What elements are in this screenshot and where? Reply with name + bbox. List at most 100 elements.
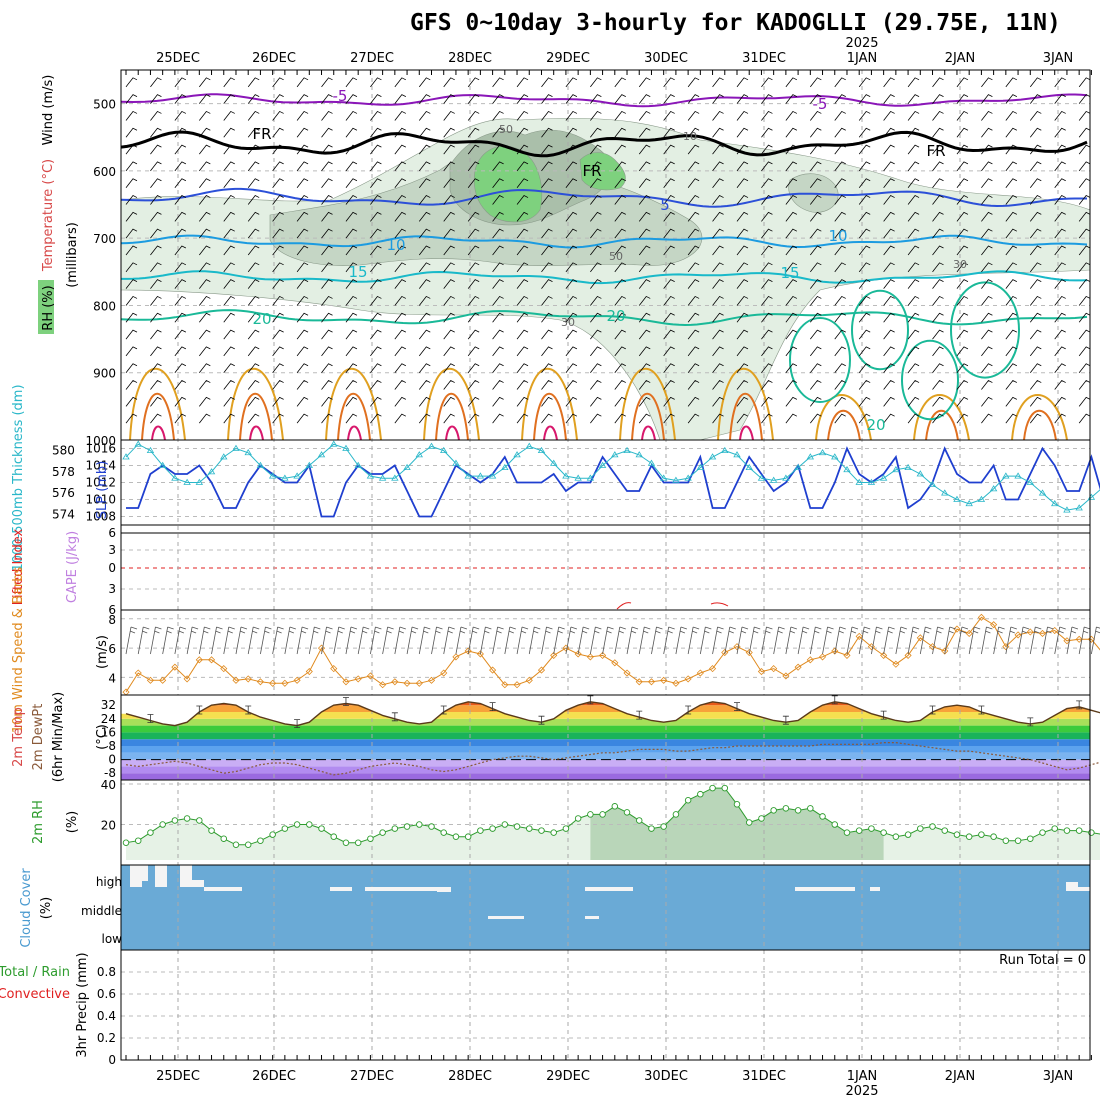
wind-barb	[418, 178, 431, 188]
wind-barb	[443, 195, 455, 205]
contour-label: 30	[561, 316, 575, 329]
tick-label: 700	[93, 232, 116, 246]
wind-barb	[956, 346, 969, 357]
wind10-barb	[761, 626, 773, 655]
wind-barb	[370, 312, 382, 323]
rh2m-marker	[232, 841, 240, 849]
wind-barb	[638, 396, 651, 407]
temp-band	[121, 752, 1090, 760]
wind-barb	[1005, 329, 1018, 340]
wind-barb	[247, 279, 260, 289]
tick-label: 1008	[85, 510, 116, 524]
wind-barb	[443, 161, 455, 172]
wind-barb	[736, 329, 749, 340]
wind-barb	[150, 363, 162, 373]
rh2m-marker	[538, 827, 545, 834]
wind-barb	[174, 295, 187, 306]
wind-barb	[1054, 346, 1066, 357]
thickness-marker	[1038, 489, 1047, 496]
wind-barb	[736, 77, 749, 88]
wind-barb	[492, 329, 504, 340]
wind-barb	[247, 110, 260, 121]
thickness-marker	[158, 461, 167, 468]
wind10-marker	[684, 675, 692, 683]
wind-barb	[810, 262, 822, 273]
wind10-barb	[687, 626, 700, 655]
wind-barb	[247, 413, 260, 424]
rh2m-unit-label: (%)	[65, 811, 80, 834]
wind-barb	[956, 94, 969, 104]
wind-barb	[712, 413, 724, 424]
wind-barb	[1054, 195, 1066, 205]
minmax-bar	[147, 714, 154, 723]
wind-barb	[883, 228, 895, 239]
contour-30	[239, 392, 273, 440]
wind-barb	[492, 245, 504, 256]
wind-barb	[565, 413, 578, 424]
rh2m-marker	[330, 833, 337, 840]
contour-30	[141, 392, 175, 440]
wind-barb	[541, 110, 553, 121]
wind-barb	[174, 195, 187, 205]
temp-band	[121, 739, 1090, 746]
wind10-marker	[220, 665, 228, 673]
wind-barb	[736, 295, 749, 306]
wind-barb	[638, 245, 651, 256]
wind-barb	[321, 94, 333, 104]
rh2m-marker	[587, 811, 594, 818]
wind-barb	[932, 127, 944, 138]
wind-barb	[932, 363, 944, 373]
wind-barb	[418, 396, 431, 407]
wind-barb	[174, 396, 187, 407]
contour-label: FR	[926, 142, 945, 160]
wind-barb	[174, 178, 187, 188]
wind-barb	[785, 228, 798, 239]
wind-barb	[174, 228, 187, 239]
rh2m-marker	[1014, 837, 1022, 844]
wind-barb	[858, 228, 871, 239]
wind-barb	[1078, 363, 1090, 373]
wind-barb	[590, 295, 602, 306]
wind-barb	[907, 161, 920, 172]
wind-barb	[492, 77, 504, 88]
wind-barb	[565, 94, 578, 104]
tick-label: 580	[52, 444, 75, 458]
wind-barb	[199, 262, 211, 273]
wind-barb	[614, 195, 626, 205]
wind-barb	[541, 279, 553, 289]
wind10-marker	[403, 679, 411, 687]
tick-label: low	[102, 932, 123, 946]
tick-label: 1014	[85, 459, 116, 473]
wind-barb	[223, 312, 235, 323]
wind-barb	[516, 245, 529, 256]
wind-barb	[394, 380, 407, 390]
contour-30	[1023, 409, 1057, 440]
temp-band	[121, 725, 1090, 733]
wind-barbs	[125, 77, 1090, 424]
wind10-barb	[1029, 626, 1042, 655]
wind-barb	[1005, 195, 1018, 205]
wind-barb	[810, 413, 822, 424]
wind-barb	[1054, 245, 1066, 256]
wind-barb	[712, 363, 724, 373]
temp-mask	[121, 695, 1100, 726]
wind-barb	[1029, 178, 1042, 188]
wind-barb	[761, 312, 773, 323]
wind-barb	[956, 77, 969, 88]
minmax-bar	[1076, 700, 1083, 710]
wind-barb	[541, 127, 553, 138]
wind-barb	[394, 127, 407, 138]
wind10-barb	[871, 626, 883, 655]
tick-label: 40	[101, 778, 116, 792]
wind-barb	[1005, 94, 1018, 104]
wind-barb	[565, 77, 578, 88]
wind-barb	[296, 77, 309, 88]
wind-barb	[370, 94, 382, 104]
rh2m-marker	[1027, 835, 1034, 842]
wind-barb	[638, 279, 651, 289]
wind-barb	[370, 178, 382, 188]
temp-band	[121, 718, 1090, 726]
wind-barb	[858, 110, 871, 121]
wind-barb	[443, 211, 455, 222]
wind-barb	[272, 346, 284, 357]
